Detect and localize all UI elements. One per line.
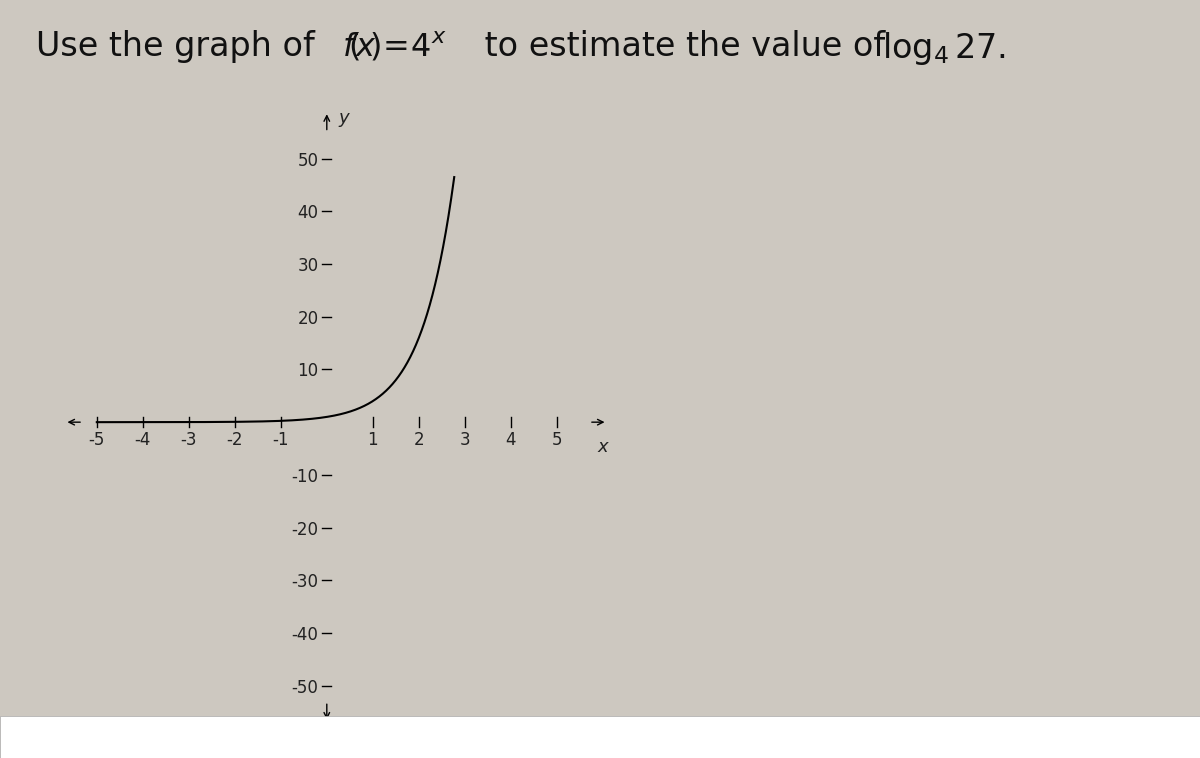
Text: to estimate the value of: to estimate the value of <box>474 30 895 64</box>
Text: y: y <box>338 108 349 127</box>
Text: Use the graph of: Use the graph of <box>36 30 325 64</box>
Text: x: x <box>598 438 608 456</box>
Text: $\mathit{f}\!\mathit{(}\!\mathit{x}\!\mathit{)}\!=\!4^x$: $\mathit{f}\!\mathit{(}\!\mathit{x}\!\ma… <box>342 30 446 64</box>
Text: $\log_{4} 27$.: $\log_{4} 27$. <box>882 30 1006 67</box>
